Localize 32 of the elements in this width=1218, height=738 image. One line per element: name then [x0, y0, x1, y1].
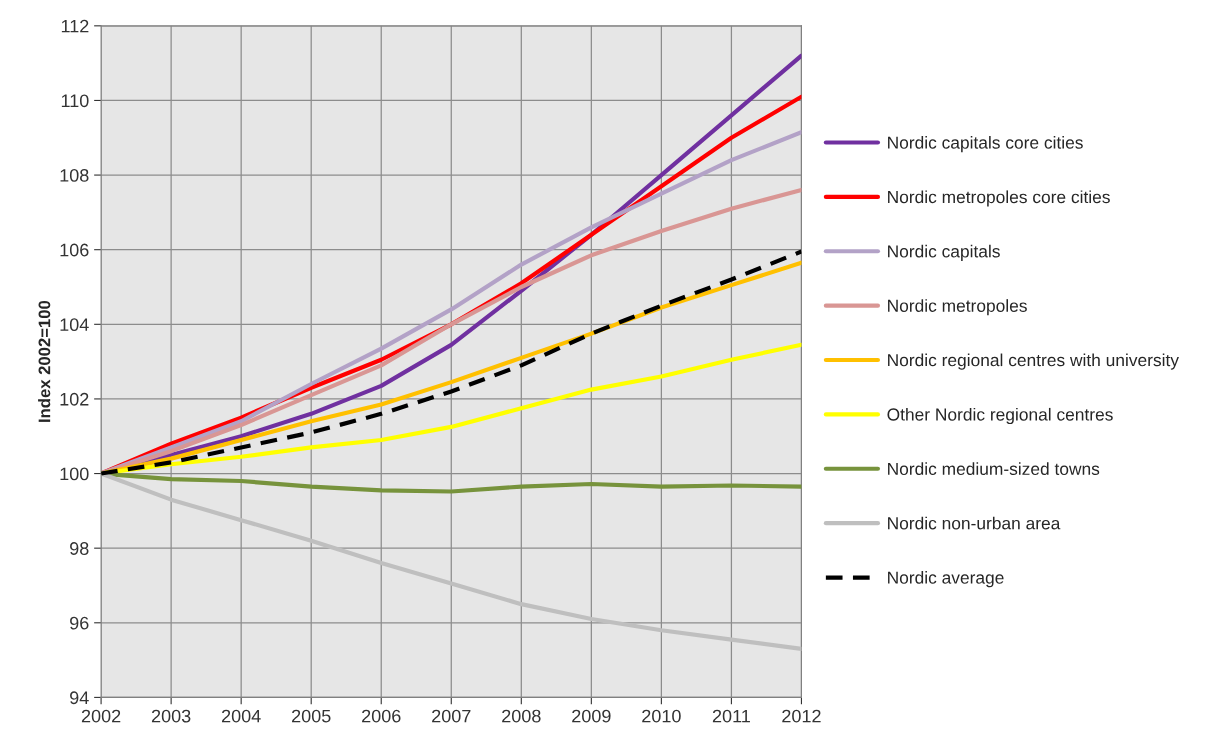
y-tick-label: 94	[70, 691, 89, 705]
legend-label: Nordic capitals core cities	[888, 136, 1083, 153]
y-tick-label: 108	[60, 169, 89, 182]
x-tick-label: 2005	[292, 709, 331, 723]
y-tick-label: 102	[60, 392, 89, 406]
x-tick-label: 2009	[572, 709, 611, 723]
line-series	[101, 471, 802, 651]
y-tick-label: 96	[70, 616, 89, 630]
y-tick-label: 98	[70, 542, 89, 555]
x-tick-label: 2010	[642, 709, 681, 723]
y-tick-label: 104	[60, 318, 89, 332]
y-tick-label: 112	[61, 19, 89, 33]
y-tick-label: 110	[61, 94, 89, 108]
legend-label: Nordic capitals	[888, 244, 1000, 261]
x-tick-label: 2004	[221, 709, 261, 723]
x-tick-label: 2006	[362, 709, 401, 723]
y-axis-title: Index 2002=100	[38, 300, 51, 422]
legend-label: Nordic non-urban area	[888, 516, 1061, 530]
x-tick-label: 2011	[712, 709, 750, 723]
legend-label: Nordic metropoles core cities	[888, 190, 1110, 207]
x-tick-label: 2012	[782, 709, 821, 723]
x-tick-label: 2007	[432, 709, 471, 723]
legend-label: Other Nordic regional centres	[887, 407, 1113, 425]
legend-label: Nordic medium-sized towns	[888, 462, 1100, 476]
legend-label: Nordic metropoles	[888, 299, 1027, 316]
x-tick-label: 2003	[151, 709, 191, 723]
x-tick-label: 2002	[81, 709, 121, 723]
x-tick-label: 2008	[502, 709, 541, 723]
legend-label: Nordic regional centres with university	[888, 353, 1179, 370]
legend-label: Nordic average	[888, 571, 1004, 588]
y-tick-label: 100	[60, 467, 89, 481]
y-tick-label: 106	[60, 243, 89, 257]
